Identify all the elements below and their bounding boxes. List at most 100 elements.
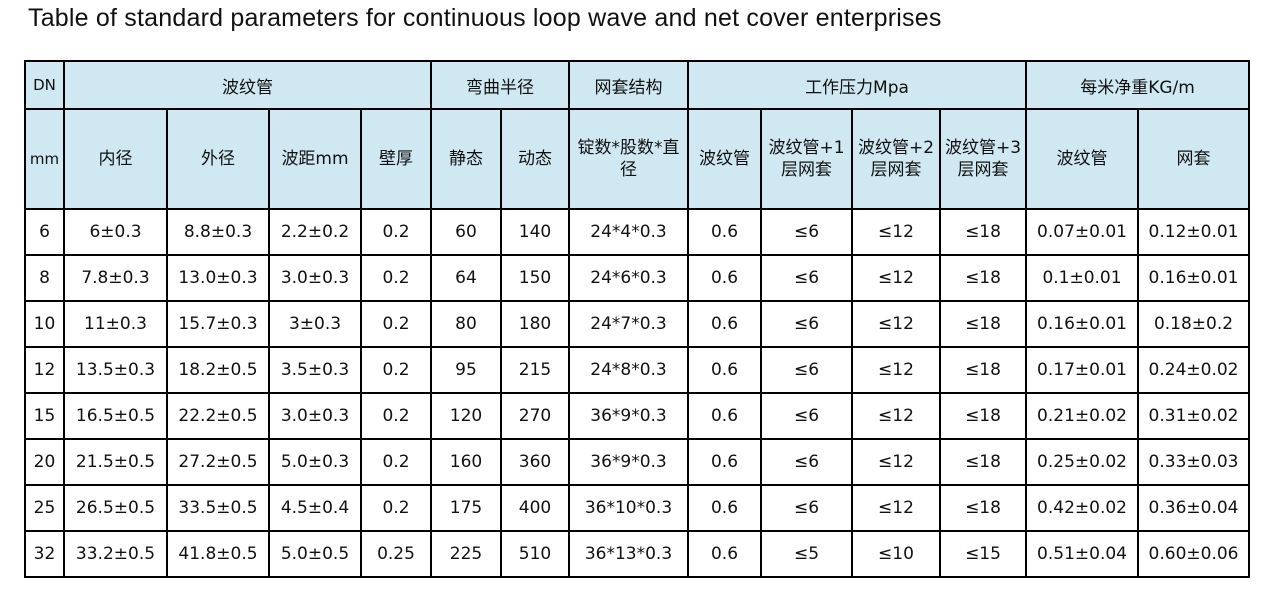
data-cell: 140: [500, 208, 570, 256]
data-cell: 33.2±0.5: [63, 530, 168, 578]
data-cell: 0.60±0.06: [1137, 530, 1251, 578]
data-cell: 36*9*0.3: [568, 438, 689, 486]
data-cell: ≤18: [938, 208, 1028, 256]
data-cell: 225: [430, 530, 502, 578]
sub-header-cell: 波纹管: [687, 108, 762, 210]
data-cell: 15: [24, 392, 65, 440]
data-cell: ≤6: [760, 484, 853, 532]
data-cell: 0.25±0.02: [1025, 438, 1140, 486]
data-cell: ≤6: [760, 300, 853, 348]
data-cell: 400: [500, 484, 570, 532]
data-cell: ≤12: [851, 208, 941, 256]
data-cell: 510: [500, 530, 570, 578]
data-cell: ≤18: [938, 392, 1028, 440]
data-cell: 0.2: [360, 254, 432, 302]
data-cell: ≤12: [851, 392, 941, 440]
sub-header-cell: 外径: [166, 108, 270, 210]
data-cell: ≤18: [938, 254, 1028, 302]
data-cell: ≤18: [938, 438, 1028, 486]
data-cell: 0.31±0.02: [1137, 392, 1251, 440]
data-cell: ≤6: [760, 254, 853, 302]
data-row: 6 6±0.3 8.8±0.3 2.2±0.2 0.2 60 140 24*4*0.3 0.6 ≤…: [24, 208, 1251, 256]
data-cell: 0.17±0.01: [1025, 346, 1140, 394]
data-cell: ≤6: [760, 346, 853, 394]
data-cell: 32: [24, 530, 65, 578]
data-cell: 13.0±0.3: [166, 254, 270, 302]
data-cell: 4.5±0.4: [268, 484, 362, 532]
data-cell: 6: [24, 208, 65, 256]
data-cell: 80: [430, 300, 502, 348]
data-cell: 0.36±0.04: [1137, 484, 1251, 532]
data-cell: 13.5±0.3: [63, 346, 168, 394]
data-cell: 0.51±0.04: [1025, 530, 1140, 578]
group-header-cell: 弯曲半径: [430, 60, 570, 110]
data-cell: 0.6: [687, 346, 762, 394]
data-cell: 360: [500, 438, 570, 486]
sub-header-cell: 壁厚: [360, 108, 432, 210]
data-row: 10 11±0.3 15.7±0.3 3±0.3 0.2 80 180 24*7*0.3 0.6…: [24, 300, 1251, 348]
data-cell: 180: [500, 300, 570, 348]
data-cell: 3.0±0.3: [268, 254, 362, 302]
data-cell: ≤12: [851, 300, 941, 348]
data-cell: ≤18: [938, 300, 1028, 348]
group-header-cell: 波纹管: [63, 60, 432, 110]
data-cell: 20: [24, 438, 65, 486]
data-cell: 0.33±0.03: [1137, 438, 1251, 486]
data-cell: 5.0±0.3: [268, 438, 362, 486]
sub-header-row: mm 内径 外径 波距mm 壁厚 静态 动态 锭数*股数*直径 波纹管 波纹管+1层网套 波纹管+2…: [24, 108, 1251, 210]
sub-header-cell: 波纹管+2层网套: [851, 108, 941, 210]
data-cell: 0.6: [687, 208, 762, 256]
data-cell: 0.24±0.02: [1137, 346, 1251, 394]
sub-header-cell: 内径: [63, 108, 168, 210]
data-cell: ≤15: [938, 530, 1028, 578]
data-cell: 0.2: [360, 300, 432, 348]
data-cell: 0.6: [687, 392, 762, 440]
data-cell: 160: [430, 438, 502, 486]
data-cell: 0.2: [360, 484, 432, 532]
data-cell: ≤18: [938, 484, 1028, 532]
data-cell: 215: [500, 346, 570, 394]
data-cell: 12: [24, 346, 65, 394]
data-cell: 10: [24, 300, 65, 348]
data-cell: 24*6*0.3: [568, 254, 689, 302]
data-cell: 22.2±0.5: [166, 392, 270, 440]
data-cell: 36*10*0.3: [568, 484, 689, 532]
data-row: 20 21.5±0.5 27.2±0.5 5.0±0.3 0.2 160 360 36*9*0…: [24, 438, 1251, 486]
data-cell: 95: [430, 346, 502, 394]
data-cell: 0.25: [360, 530, 432, 578]
data-cell: 7.8±0.3: [63, 254, 168, 302]
data-cell: 33.5±0.5: [166, 484, 270, 532]
data-cell: 36*13*0.3: [568, 530, 689, 578]
data-cell: 0.6: [687, 530, 762, 578]
sub-header-cell: 波纹管+1层网套: [760, 108, 853, 210]
data-cell: 0.2: [360, 208, 432, 256]
data-cell: 60: [430, 208, 502, 256]
data-cell: 18.2±0.5: [166, 346, 270, 394]
data-cell: 16.5±0.5: [63, 392, 168, 440]
data-cell: 8.8±0.3: [166, 208, 270, 256]
data-row: 8 7.8±0.3 13.0±0.3 3.0±0.3 0.2 64 150 24*6*0.3 0…: [24, 254, 1251, 302]
data-cell: 175: [430, 484, 502, 532]
data-cell: ≤5: [760, 530, 853, 578]
data-cell: 0.42±0.02: [1025, 484, 1140, 532]
data-cell: 8: [24, 254, 65, 302]
data-cell: 0.2: [360, 346, 432, 394]
group-header-cell: 工作压力Mpa: [686, 60, 1028, 110]
data-cell: 0.21±0.02: [1025, 392, 1140, 440]
data-cell: ≤12: [851, 484, 941, 532]
data-cell: ≤12: [851, 438, 941, 486]
data-cell: 0.2: [360, 438, 432, 486]
sub-header-cell: 波纹管+3层网套: [938, 108, 1028, 210]
sub-header-cell: 波距mm: [268, 108, 362, 210]
sub-header-cell: 动态: [500, 108, 570, 210]
data-cell: 2.2±0.2: [268, 208, 362, 256]
data-cell: 36*9*0.3: [568, 392, 689, 440]
data-cell: 15.7±0.3: [166, 300, 270, 348]
data-cell: 0.18±0.2: [1137, 300, 1251, 348]
data-cell: 24*4*0.3: [568, 208, 689, 256]
data-cell: 0.6: [687, 254, 762, 302]
data-cell: 150: [500, 254, 570, 302]
data-cell: ≤12: [851, 254, 941, 302]
data-cell: 0.16±0.01: [1025, 300, 1140, 348]
